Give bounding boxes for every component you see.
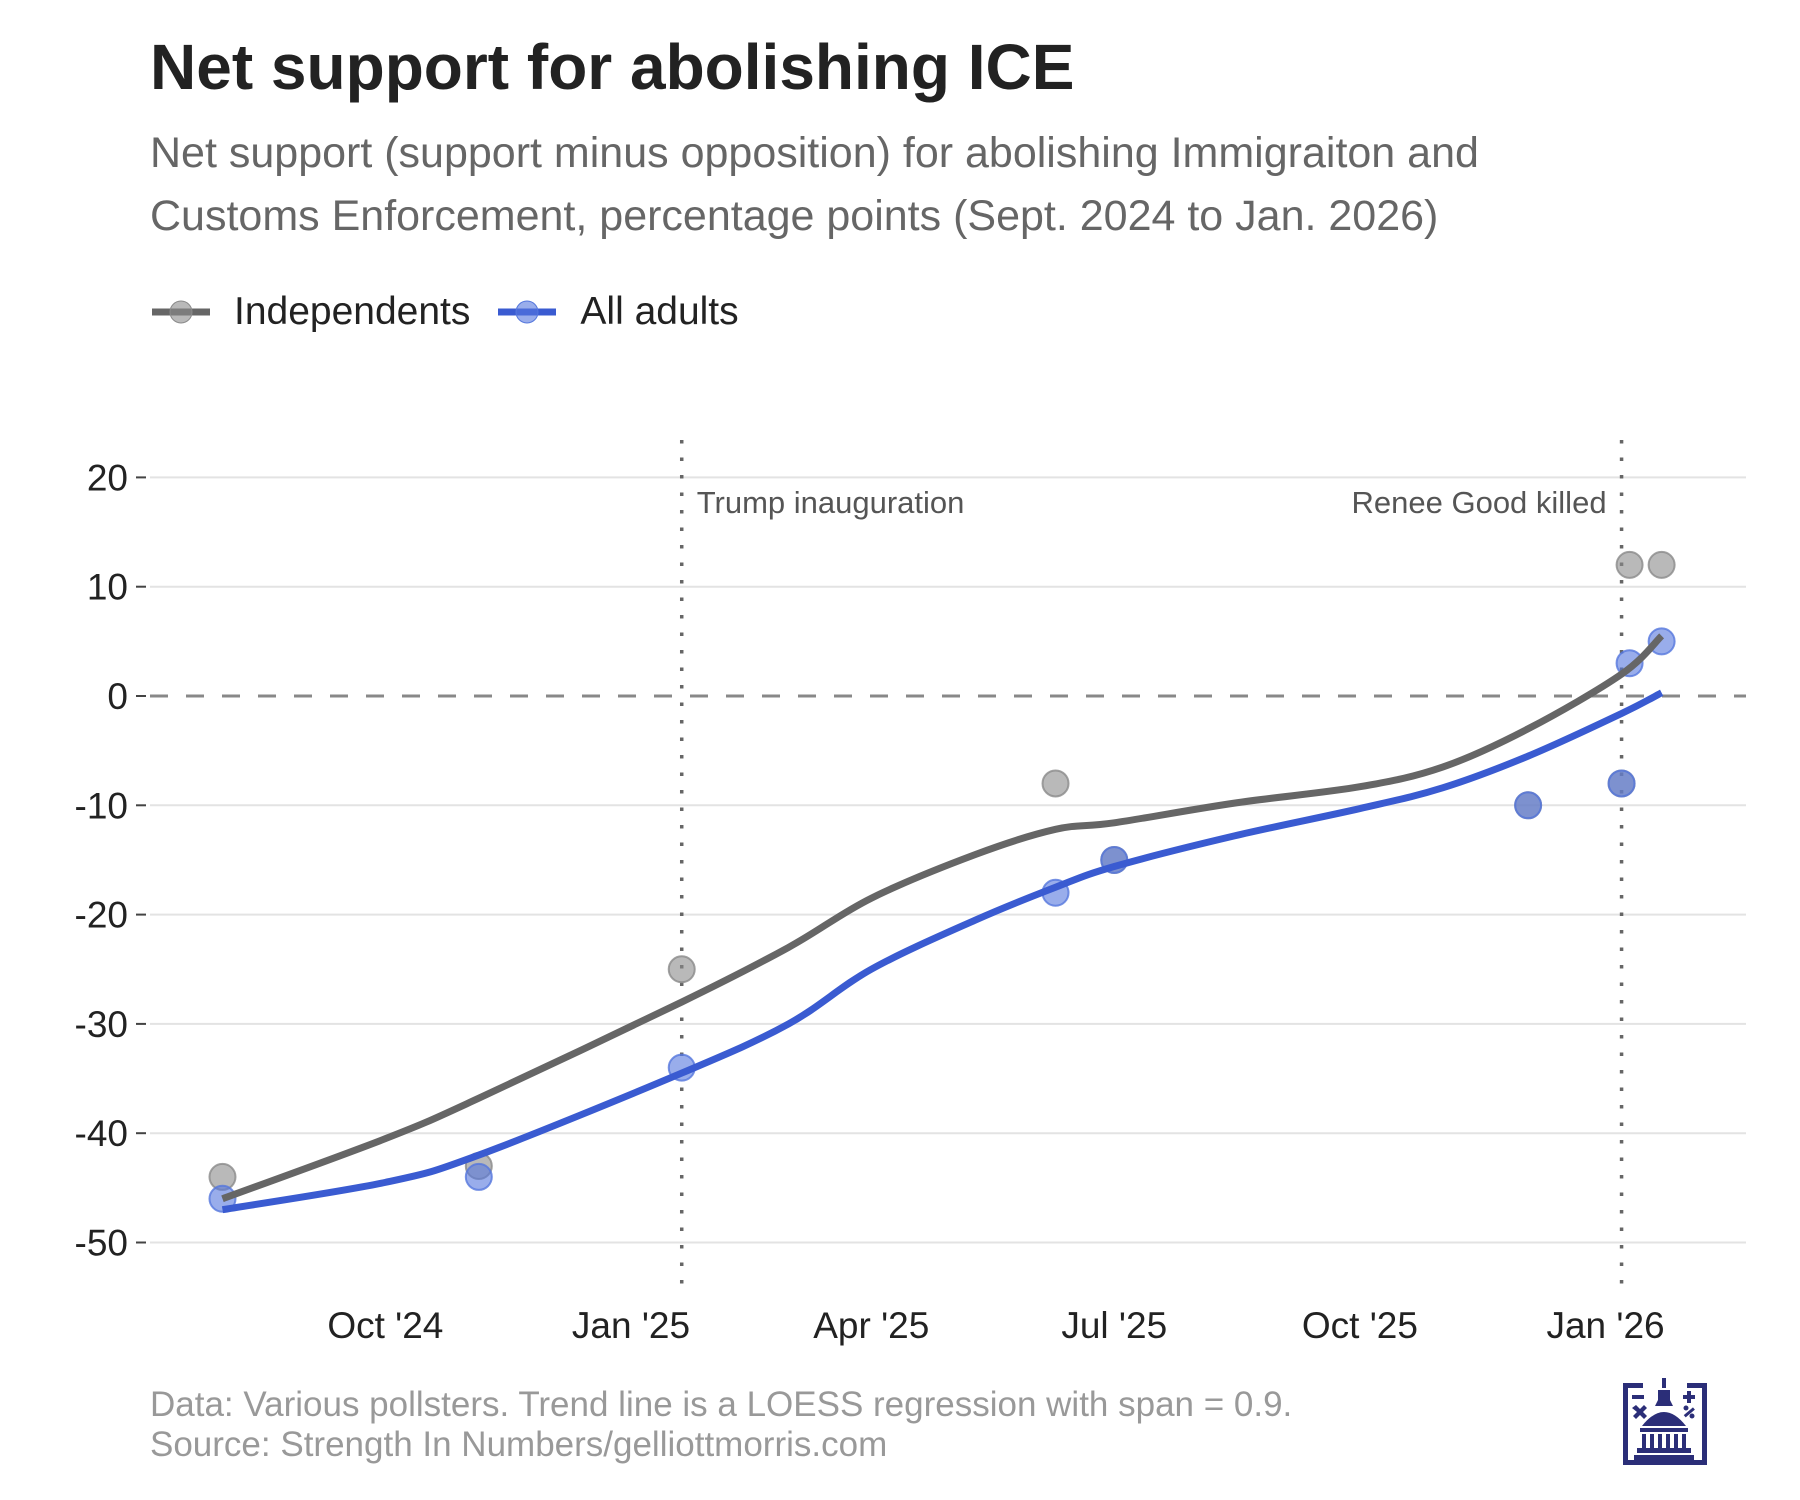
y-tick-label: 0	[107, 676, 128, 717]
data-point-all-adults	[1607, 769, 1636, 798]
trend-line-all-adults	[221, 689, 1664, 1214]
data-point-all-adults	[464, 1162, 493, 1191]
legend-key-independents	[152, 300, 210, 324]
y-tick-label: -20	[75, 895, 128, 936]
chart-subtitle: Net support (support minus opposition) f…	[150, 122, 1710, 248]
legend-item-independents: Independents	[150, 290, 470, 334]
strength-in-numbers-logo-icon	[1623, 1378, 1707, 1465]
data-point-independents	[1041, 769, 1070, 798]
y-tick-label: -50	[75, 1223, 128, 1264]
x-tick-label: Apr '25	[813, 1305, 929, 1346]
chart-title: Net support for abolishing ICE	[150, 31, 1075, 103]
legend-label-all-adults: All adults	[580, 290, 739, 333]
legend: Independents All adults	[150, 290, 765, 334]
y-tick-label: -10	[75, 785, 128, 826]
x-tick-label: Oct '25	[1302, 1305, 1418, 1346]
y-tick-label: -30	[75, 1004, 128, 1045]
data-point-independents	[667, 955, 696, 984]
legend-item-all-adults: All adults	[496, 290, 739, 334]
data-point-independents	[1647, 550, 1676, 579]
trend-line-independents	[221, 633, 1665, 1203]
x-tick-label: Jan '25	[572, 1305, 690, 1346]
legend-key-all-adults	[498, 300, 557, 324]
x-tick-label: Jan '26	[1546, 1305, 1664, 1346]
y-tick-label: 20	[87, 457, 128, 498]
footer-data-note: Data: Various pollsters. Trend line is a…	[150, 1385, 1293, 1424]
y-tick-label: 10	[87, 567, 128, 608]
footer-source: Source: Strength In Numbers/gelliottmorr…	[150, 1425, 888, 1464]
legend-label-independents: Independents	[234, 290, 471, 333]
x-tick-label: Jul '25	[1061, 1305, 1167, 1346]
event-annotation-label: Trump inauguration	[697, 485, 965, 520]
subtitle-line-2: Customs Enforcement, percentage points (…	[150, 192, 1439, 240]
footer: Data: Various pollsters. Trend line is a…	[150, 1385, 1292, 1465]
y-tick-label: -40	[75, 1113, 128, 1154]
data-point-independents	[1615, 550, 1644, 579]
x-tick-label: Oct '24	[327, 1305, 443, 1346]
data-point-all-adults	[1514, 791, 1543, 820]
event-annotation-label: Renee Good killed	[1352, 485, 1607, 520]
subtitle-line-1: Net support (support minus opposition) f…	[150, 129, 1479, 177]
